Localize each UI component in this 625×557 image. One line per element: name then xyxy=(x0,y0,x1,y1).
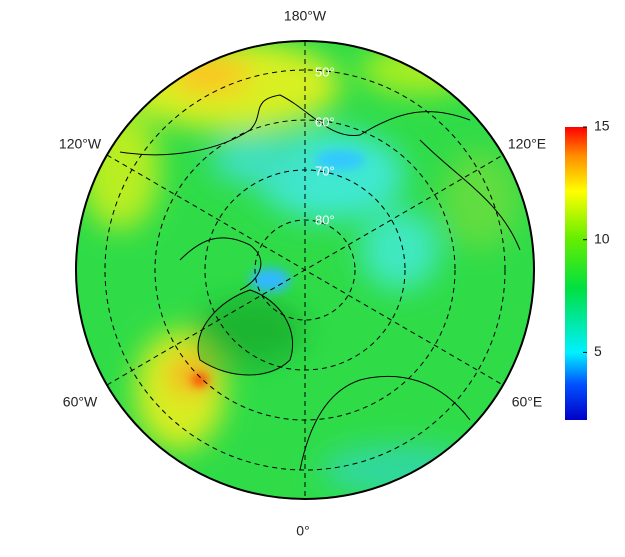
longitude-label: 180°W xyxy=(284,8,327,24)
map-border xyxy=(75,40,535,500)
longitude-label: 60°E xyxy=(512,394,543,410)
longitude-label: 0° xyxy=(296,523,309,539)
latitude-label: 80° xyxy=(315,212,335,227)
longitude-label: 120°E xyxy=(508,136,546,152)
colorbar-ticks: 5 10 15 xyxy=(583,118,610,359)
latitude-label: 50° xyxy=(315,64,335,79)
longitude-label: 60°W xyxy=(63,394,98,410)
graticule xyxy=(104,41,506,499)
latitude-label: 70° xyxy=(315,163,335,178)
colorbar-tick-label: 10 xyxy=(594,230,610,246)
longitude-label: 120°W xyxy=(59,136,102,152)
coastlines xyxy=(119,94,521,471)
latitude-label: 60° xyxy=(315,114,335,129)
colorbar xyxy=(565,127,587,420)
colorbar-tick-label: 15 xyxy=(594,118,610,134)
colorbar-tick-label: 5 xyxy=(594,343,602,359)
